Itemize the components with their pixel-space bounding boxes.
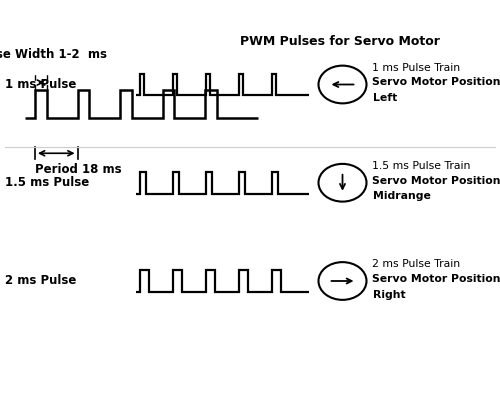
Text: 1 ms Pulse Train: 1 ms Pulse Train bbox=[372, 63, 460, 73]
Text: 1.5 ms Pulse Train: 1.5 ms Pulse Train bbox=[372, 161, 471, 171]
Text: Servo Motor Position: Servo Motor Position bbox=[372, 274, 500, 284]
Text: Pulse Width 1-2  ms: Pulse Width 1-2 ms bbox=[0, 48, 107, 61]
Text: Midrange: Midrange bbox=[372, 191, 430, 201]
Text: Left: Left bbox=[372, 93, 397, 103]
Text: PWM Pulses for Servo Motor: PWM Pulses for Servo Motor bbox=[240, 35, 440, 48]
Text: 1 ms Pulse: 1 ms Pulse bbox=[5, 78, 76, 91]
Text: Right: Right bbox=[372, 290, 405, 299]
Text: 2 ms Pulse: 2 ms Pulse bbox=[5, 274, 76, 288]
Text: 2 ms Pulse Train: 2 ms Pulse Train bbox=[372, 259, 460, 269]
Text: Servo Motor Position: Servo Motor Position bbox=[372, 176, 500, 185]
Text: Servo Motor Position: Servo Motor Position bbox=[372, 77, 500, 87]
Text: 1.5 ms Pulse: 1.5 ms Pulse bbox=[5, 176, 89, 189]
Text: Period 18 ms: Period 18 ms bbox=[35, 163, 122, 176]
